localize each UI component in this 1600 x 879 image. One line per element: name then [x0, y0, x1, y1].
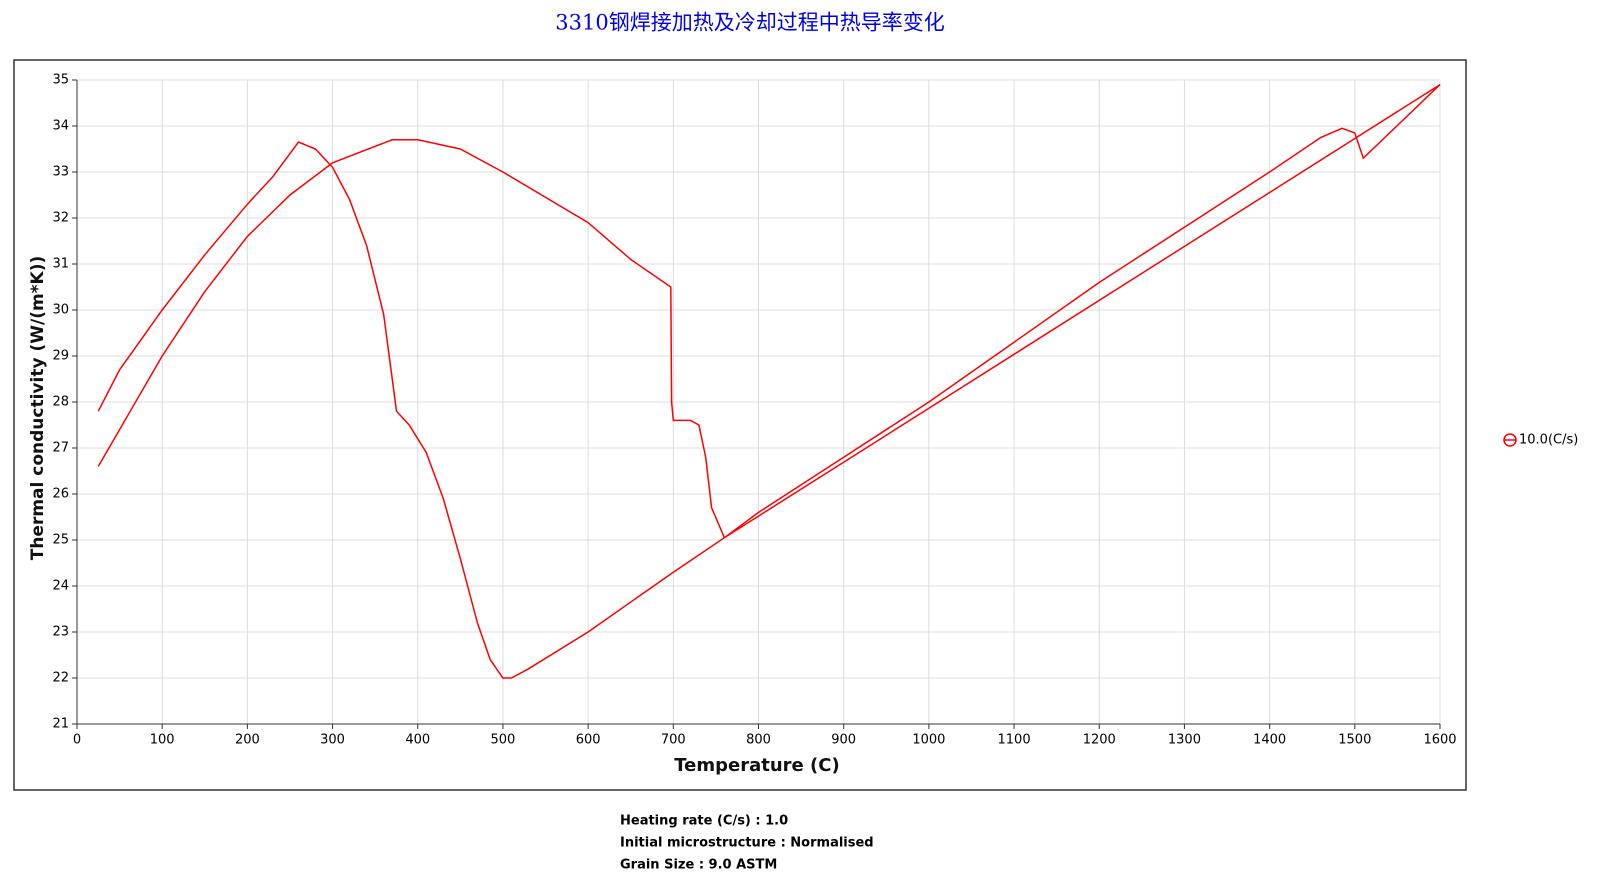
x-tick-label: 1100: [998, 733, 1031, 748]
x-tick-label: 1000: [912, 733, 945, 748]
legend-label: 10.0(C/s): [1519, 433, 1578, 448]
y-tick-label: 28: [52, 395, 69, 410]
y-tick-label: 32: [52, 211, 69, 226]
x-tick-label: 1600: [1423, 733, 1456, 748]
x-tick-label: 300: [320, 733, 345, 748]
x-tick-label: 700: [661, 733, 686, 748]
y-tick-label: 21: [52, 717, 69, 732]
y-tick-label: 26: [52, 487, 69, 502]
y-tick-label: 30: [52, 303, 69, 318]
y-tick-label: 25: [52, 533, 69, 548]
y-tick-label: 34: [52, 119, 69, 134]
footer-note: Grain Size : 9.0 ASTM: [620, 858, 777, 873]
y-tick-label: 27: [52, 441, 69, 456]
x-tick-label: 0: [73, 733, 81, 748]
y-tick-label: 24: [52, 579, 69, 594]
x-tick-label: 500: [491, 733, 516, 748]
chart-frame: [13, 59, 1467, 791]
y-axis-label: Thermal conductivity (W/(m*K)): [28, 256, 48, 561]
y-tick-label: 31: [52, 257, 69, 272]
y-tick-label: 33: [52, 165, 69, 180]
footer-note: Initial microstructure : Normalised: [620, 836, 874, 851]
series-line: [97, 83, 1441, 679]
x-tick-label: 200: [235, 733, 260, 748]
x-tick-label: 400: [405, 733, 430, 748]
y-tick-label: 29: [52, 349, 69, 364]
x-tick-label: 800: [746, 733, 771, 748]
x-tick-label: 1400: [1253, 733, 1286, 748]
y-tick-label: 23: [52, 625, 69, 640]
x-axis-label: Temperature (C): [674, 755, 839, 776]
footer-note: Heating rate (C/s) : 1.0: [620, 814, 788, 829]
x-tick-label: 100: [150, 733, 175, 748]
x-tick-label: 900: [831, 733, 856, 748]
x-tick-label: 1500: [1338, 733, 1371, 748]
chart-title: 3310钢焊接加热及冷却过程中热导率变化: [555, 11, 944, 35]
y-tick-label: 35: [52, 73, 69, 88]
x-tick-label: 600: [576, 733, 601, 748]
x-tick-label: 1300: [1168, 733, 1201, 748]
x-tick-label: 1200: [1083, 733, 1116, 748]
y-tick-label: 22: [52, 671, 69, 686]
